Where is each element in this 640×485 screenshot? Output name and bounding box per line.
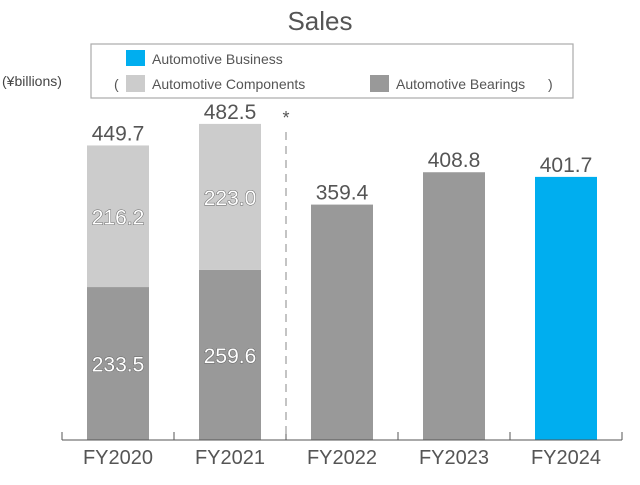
bar-automotive-bearings-FY2021 <box>199 269 261 440</box>
segment-label: 259.6 <box>204 345 257 368</box>
total-label: 401.7 <box>540 154 593 177</box>
legend-swatch-automotive-business <box>126 50 145 66</box>
segment-label: 223.0 <box>204 187 257 210</box>
bar-automotive-bearings-FY2022 <box>311 204 373 440</box>
x-tick-label: FY2024 <box>531 447 601 469</box>
bar-automotive-bearings-FY2023 <box>423 172 485 440</box>
y-axis-unit-label: (¥billions) <box>2 73 62 89</box>
legend-box <box>90 43 574 99</box>
legend-swatch-automotive-components <box>126 75 145 92</box>
bar-automotive-components-FY2021 <box>199 123 261 270</box>
legend-label-automotive-business: Automotive Business <box>152 51 283 67</box>
total-label: 449.7 <box>92 122 145 145</box>
x-tick-label: FY2021 <box>195 447 265 469</box>
legend-label-automotive-components: Automotive Components <box>152 76 305 92</box>
segment-label: 216.2 <box>92 206 145 229</box>
segment-label: 233.5 <box>92 354 145 377</box>
annotation-asterisk: * <box>282 108 289 128</box>
total-label: 408.8 <box>428 149 481 172</box>
legend: Automotive Business ( Automotive Compone… <box>90 43 574 99</box>
bar-automotive-bearings-FY2020 <box>87 287 149 440</box>
total-label: 359.4 <box>316 182 369 205</box>
total-label: 482.5 <box>204 101 257 124</box>
bar-automotive-components-FY2020 <box>87 145 149 288</box>
legend-close-paren: ) <box>548 76 553 92</box>
chart-title: Sales <box>287 6 352 36</box>
bar-automotive-business-FY2024 <box>535 176 597 440</box>
x-tick-label: FY2023 <box>419 447 489 469</box>
x-tick-label: FY2020 <box>83 447 153 469</box>
legend-label-automotive-bearings: Automotive Bearings <box>396 76 525 92</box>
x-tick-label: FY2022 <box>307 447 377 469</box>
legend-open-paren: ( <box>114 76 119 92</box>
legend-swatch-automotive-bearings <box>370 75 389 92</box>
